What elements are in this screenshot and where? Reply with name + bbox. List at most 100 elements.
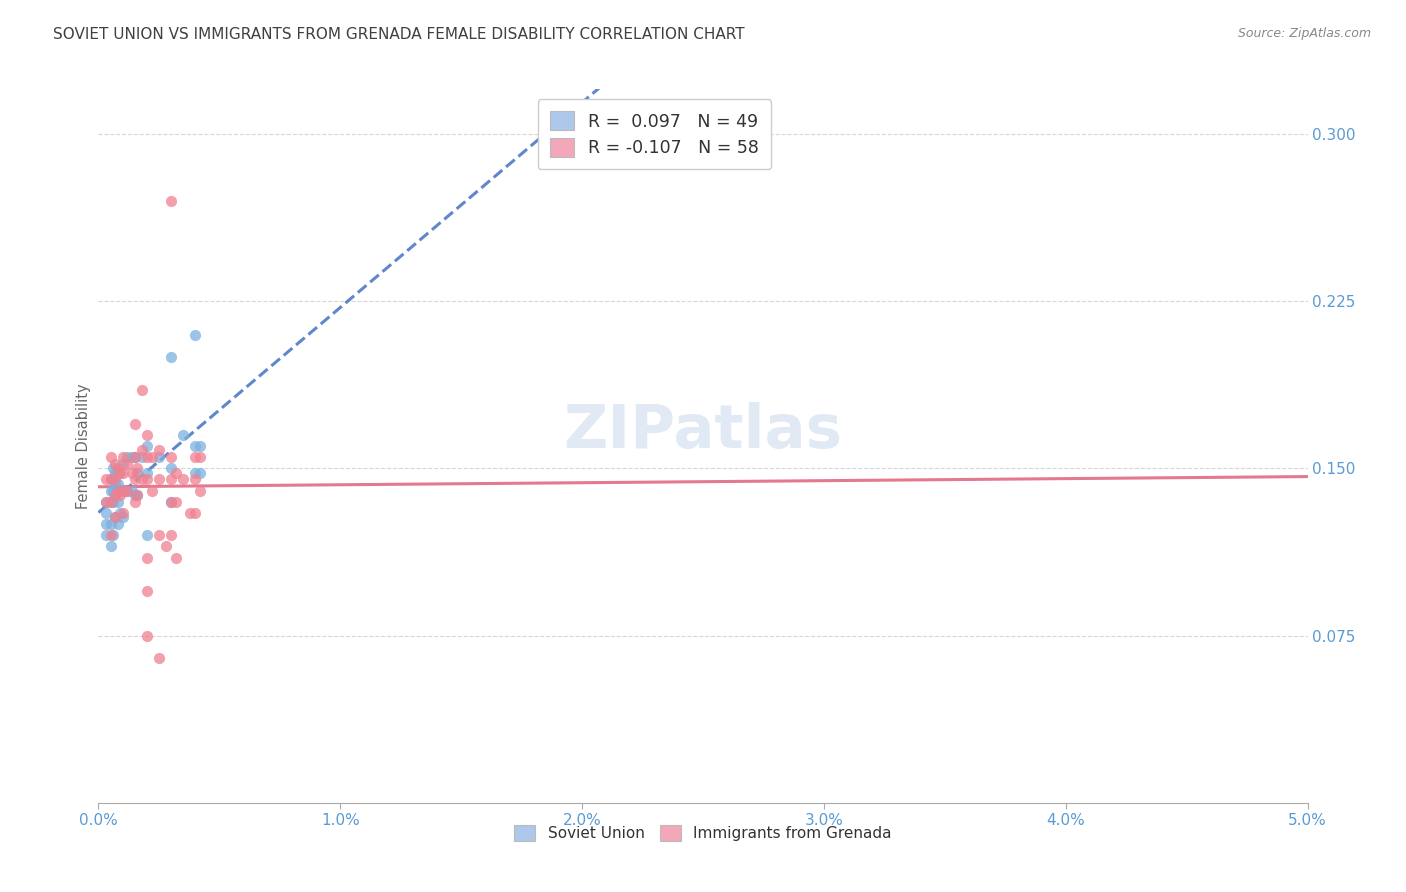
Text: ZIPatlas: ZIPatlas [564, 402, 842, 461]
Point [108, 488, 131, 502]
Point [135, 473, 157, 487]
Point [107, 516, 129, 531]
Point [135, 628, 157, 642]
Point [101, 461, 124, 475]
Point [107, 494, 129, 508]
Point [184, 506, 207, 520]
Point [127, 466, 149, 480]
Point [160, 350, 183, 364]
Point [108, 466, 131, 480]
Point [104, 510, 127, 524]
Point [104, 457, 127, 471]
Point [124, 450, 146, 464]
Point [121, 466, 143, 480]
Point [101, 483, 124, 498]
Point [148, 651, 170, 665]
Point [108, 506, 131, 520]
Point [141, 483, 163, 498]
Point [111, 466, 134, 480]
Point [127, 488, 149, 502]
Point [160, 473, 183, 487]
Point [165, 466, 187, 480]
Y-axis label: Female Disability: Female Disability [76, 384, 91, 508]
Point [172, 473, 194, 487]
Point [100, 494, 122, 508]
Point [160, 494, 183, 508]
Point [165, 550, 187, 565]
Point [131, 384, 153, 398]
Point [104, 466, 127, 480]
Point [135, 439, 157, 453]
Point [135, 450, 157, 464]
Point [111, 483, 134, 498]
Point [104, 488, 127, 502]
Point [188, 483, 211, 498]
Point [121, 483, 143, 498]
Point [131, 450, 153, 464]
Point [111, 450, 134, 464]
Point [172, 427, 194, 442]
Point [148, 473, 170, 487]
Point [111, 510, 134, 524]
Point [107, 466, 129, 480]
Point [184, 327, 207, 342]
Point [108, 483, 131, 498]
Point [127, 461, 149, 475]
Point [148, 443, 170, 458]
Point [184, 466, 207, 480]
Point [117, 483, 139, 498]
Point [100, 473, 122, 487]
Point [101, 528, 124, 542]
Point [100, 450, 122, 464]
Point [124, 417, 146, 431]
Point [184, 450, 207, 464]
Point [104, 476, 127, 491]
Point [100, 494, 122, 508]
Point [117, 483, 139, 498]
Point [107, 483, 129, 498]
Point [104, 510, 127, 524]
Point [107, 461, 129, 475]
Point [188, 450, 211, 464]
Point [135, 550, 157, 565]
Point [100, 528, 122, 542]
Point [117, 457, 139, 471]
Point [104, 473, 127, 487]
Point [100, 539, 122, 553]
Point [94, 494, 117, 508]
Point [184, 473, 207, 487]
Point [160, 494, 183, 508]
Point [101, 473, 124, 487]
Point [184, 439, 207, 453]
Point [141, 450, 163, 464]
Point [165, 494, 187, 508]
Point [124, 473, 146, 487]
Point [100, 516, 122, 531]
Legend: Soviet Union, Immigrants from Grenada: Soviet Union, Immigrants from Grenada [506, 817, 900, 848]
Point [94, 528, 117, 542]
Point [131, 473, 153, 487]
Point [131, 443, 153, 458]
Point [107, 476, 129, 491]
Point [160, 528, 183, 542]
Text: SOVIET UNION VS IMMIGRANTS FROM GRENADA FEMALE DISABILITY CORRELATION CHART: SOVIET UNION VS IMMIGRANTS FROM GRENADA … [53, 27, 745, 42]
Point [100, 473, 122, 487]
Point [135, 427, 157, 442]
Point [111, 457, 134, 471]
Point [94, 516, 117, 531]
Point [135, 466, 157, 480]
Point [148, 450, 170, 464]
Point [101, 494, 124, 508]
Point [100, 483, 122, 498]
Point [127, 488, 149, 502]
Point [124, 450, 146, 464]
Point [160, 450, 183, 464]
Point [121, 450, 143, 464]
Point [111, 483, 134, 498]
Point [124, 488, 146, 502]
Point [135, 583, 157, 598]
Point [188, 439, 211, 453]
Point [160, 461, 183, 475]
Text: Source: ZipAtlas.com: Source: ZipAtlas.com [1237, 27, 1371, 40]
Point [135, 528, 157, 542]
